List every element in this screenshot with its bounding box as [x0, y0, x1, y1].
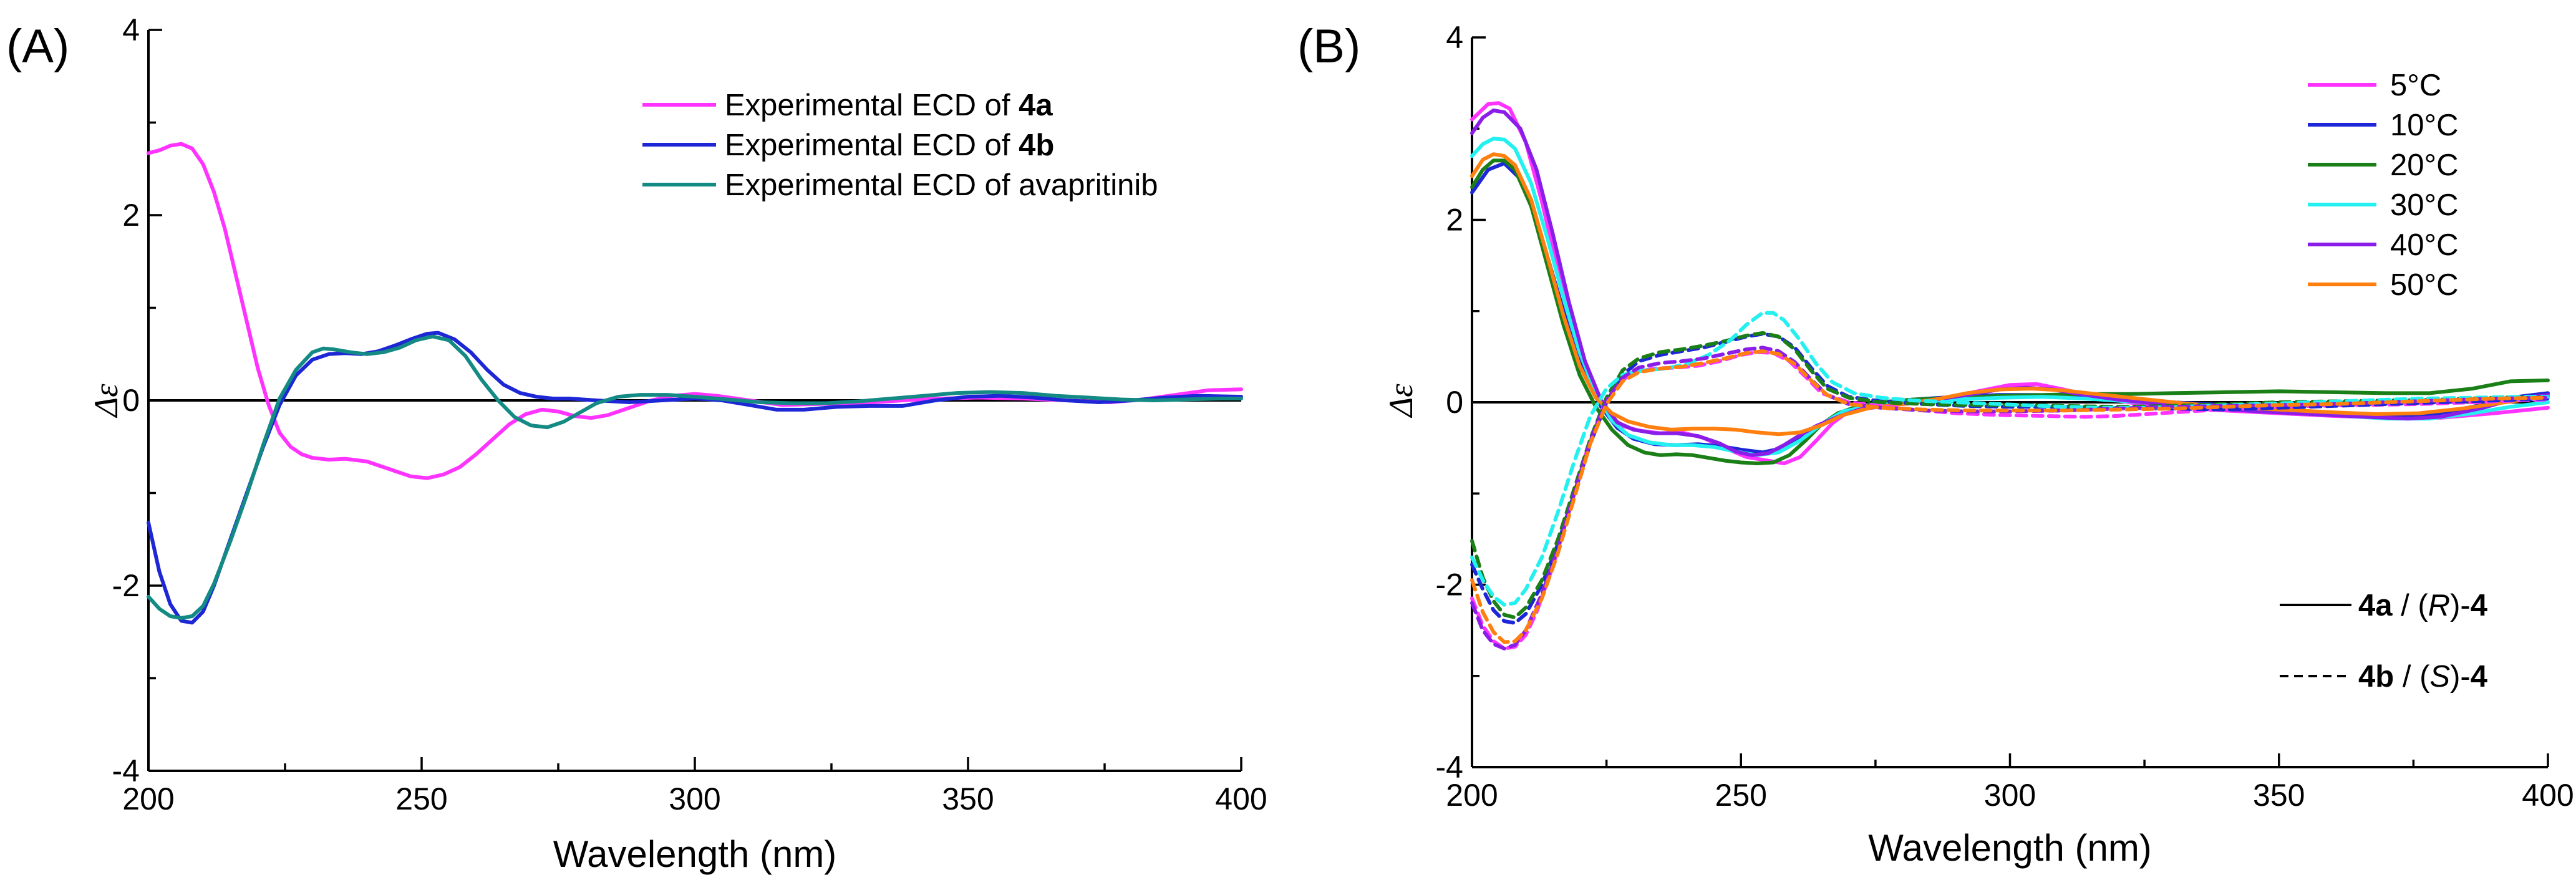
legend-label: 40°C [2390, 228, 2458, 262]
legend-label: 30°C [2390, 188, 2458, 222]
panel-b: (B) -4 -2 0 2 4 200 250 300 350 400 Wavelength (nm)… [1297, 20, 2574, 869]
legend-label: Experimental ECD of 4a [725, 89, 1053, 122]
series-line-experimental-ecd-of-4a [147, 142, 1243, 480]
x-tick-label: 200 [1446, 778, 1498, 813]
series-line-50-c-s- [1470, 349, 2550, 644]
style-legend: 4a / (R)-4 4b / (S)-4 [2280, 589, 2487, 694]
y-tick-label: 0 [1446, 385, 1463, 420]
legend-label: 50°C [2390, 268, 2458, 302]
panel-label: (B) [1297, 20, 1360, 73]
x-tick-label: 350 [2253, 778, 2305, 813]
x-tick-label: 350 [942, 781, 994, 816]
series-line-5-c [1470, 101, 2550, 465]
y-tick-label: 2 [1446, 203, 1463, 238]
style-legend-label: 4b / (S)-4 [2358, 660, 2487, 694]
legend-label: 5°C [2390, 69, 2441, 102]
x-tick-label: 300 [1984, 778, 2036, 813]
y-tick-label: 4 [122, 12, 140, 47]
panel-a: (A) -4 -2 0 2 4 200 250 300 350 400 Wavelength (nm)… [6, 12, 1267, 875]
panel-label: (A) [6, 20, 69, 73]
x-tick-label: 300 [669, 781, 720, 816]
legend-label: Experimental ECD of avapritinib [725, 168, 1158, 202]
y-tick-label: -4 [112, 753, 140, 788]
legend: Experimental ECD of 4a Experimental ECD o… [642, 89, 1158, 202]
y-tick-label: -2 [1436, 568, 1463, 602]
series-line-20-c [1470, 158, 2550, 465]
y-tick-label: 2 [122, 198, 140, 233]
series-line-experimental-ecd-of-4b [147, 331, 1243, 625]
legend-label: 10°C [2390, 109, 2458, 142]
series-line-10-c [1470, 161, 2550, 455]
legend-label: 20°C [2390, 148, 2458, 182]
x-axis-title: Wavelength (nm) [553, 833, 837, 875]
series-line-experimental-ecd-of-avapritinib [147, 334, 1243, 620]
y-axis-title: Δε [87, 384, 125, 418]
y-tick-label: -2 [112, 568, 140, 603]
y-axis-title: Δε [1382, 384, 1420, 418]
x-tick-label: 400 [2522, 778, 2574, 813]
legend: 5°C 10°C 20°C 30°C 40°C 50°C [2308, 69, 2458, 302]
legend-label: Experimental ECD of 4b [725, 128, 1054, 162]
y-tick-label: -4 [1436, 750, 1463, 785]
y-tick-label: 4 [1446, 20, 1463, 55]
series-line-30-c-s- [1470, 311, 2550, 607]
x-axis-title: Wavelength (nm) [1868, 827, 2152, 869]
y-tick-label: 0 [122, 383, 140, 418]
x-tick-label: 250 [395, 781, 447, 816]
x-tick-label: 200 [122, 781, 174, 816]
style-legend-label: 4a / (R)-4 [2358, 589, 2487, 622]
x-tick-label: 400 [1215, 781, 1267, 816]
x-tick-label: 250 [1715, 778, 1767, 813]
